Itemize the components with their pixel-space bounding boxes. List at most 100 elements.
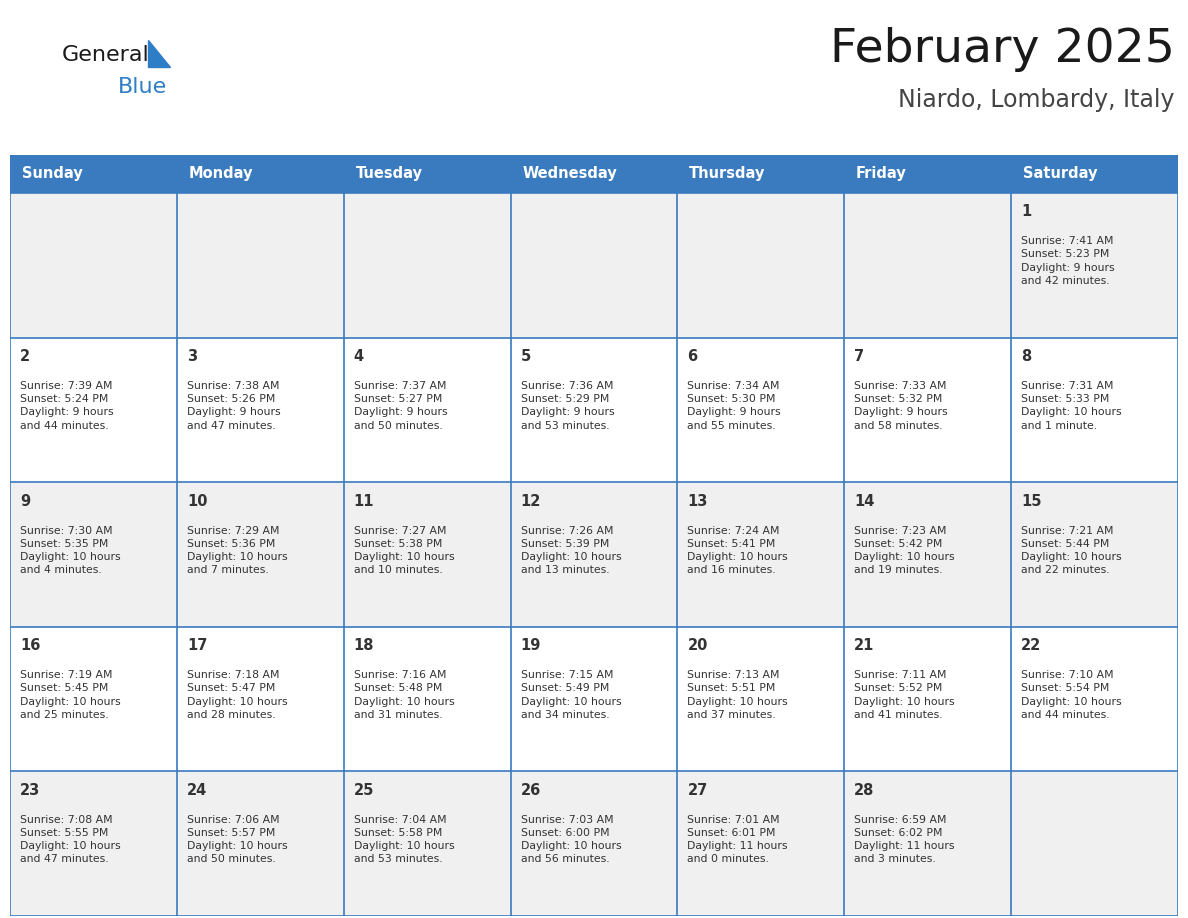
Bar: [1011, 193, 1178, 338]
Text: General: General: [62, 45, 150, 65]
Text: 27: 27: [688, 783, 708, 798]
Text: 26: 26: [520, 783, 541, 798]
Text: 7: 7: [854, 349, 865, 364]
Text: 21: 21: [854, 638, 874, 654]
Text: Sunrise: 7:03 AM
Sunset: 6:00 PM
Daylight: 10 hours
and 56 minutes.: Sunrise: 7:03 AM Sunset: 6:00 PM Dayligh…: [520, 815, 621, 865]
Bar: [10, 627, 177, 771]
Text: Sunrise: 7:29 AM
Sunset: 5:36 PM
Daylight: 10 hours
and 7 minutes.: Sunrise: 7:29 AM Sunset: 5:36 PM Dayligh…: [187, 525, 287, 575]
Bar: [177, 193, 343, 338]
Bar: [10, 193, 177, 338]
Text: Sunrise: 7:33 AM
Sunset: 5:32 PM
Daylight: 9 hours
and 58 minutes.: Sunrise: 7:33 AM Sunset: 5:32 PM Dayligh…: [854, 381, 948, 431]
Text: 23: 23: [20, 783, 40, 798]
Bar: [343, 338, 511, 482]
Text: Sunrise: 7:38 AM
Sunset: 5:26 PM
Daylight: 9 hours
and 47 minutes.: Sunrise: 7:38 AM Sunset: 5:26 PM Dayligh…: [187, 381, 280, 431]
Bar: [511, 627, 677, 771]
Bar: [177, 482, 343, 627]
Text: 22: 22: [1022, 638, 1042, 654]
Text: 10: 10: [187, 494, 208, 509]
Text: 16: 16: [20, 638, 40, 654]
Text: 19: 19: [520, 638, 541, 654]
Text: Saturday: Saturday: [1023, 166, 1098, 182]
Text: Tuesday: Tuesday: [355, 166, 423, 182]
Bar: [10, 155, 177, 193]
Bar: [177, 627, 343, 771]
Bar: [1011, 482, 1178, 627]
Polygon shape: [148, 40, 170, 67]
Text: 8: 8: [1022, 349, 1031, 364]
Bar: [343, 193, 511, 338]
Text: Sunrise: 7:27 AM
Sunset: 5:38 PM
Daylight: 10 hours
and 10 minutes.: Sunrise: 7:27 AM Sunset: 5:38 PM Dayligh…: [354, 525, 454, 575]
Text: Monday: Monday: [189, 166, 253, 182]
Bar: [177, 771, 343, 916]
Text: Sunrise: 7:37 AM
Sunset: 5:27 PM
Daylight: 9 hours
and 50 minutes.: Sunrise: 7:37 AM Sunset: 5:27 PM Dayligh…: [354, 381, 448, 431]
Text: 1: 1: [1022, 205, 1031, 219]
Text: Friday: Friday: [857, 166, 906, 182]
Bar: [1011, 338, 1178, 482]
Bar: [511, 193, 677, 338]
Bar: [511, 155, 677, 193]
Text: 24: 24: [187, 783, 207, 798]
Text: Sunrise: 7:06 AM
Sunset: 5:57 PM
Daylight: 10 hours
and 50 minutes.: Sunrise: 7:06 AM Sunset: 5:57 PM Dayligh…: [187, 815, 287, 865]
Bar: [845, 155, 1011, 193]
Text: Sunrise: 7:01 AM
Sunset: 6:01 PM
Daylight: 11 hours
and 0 minutes.: Sunrise: 7:01 AM Sunset: 6:01 PM Dayligh…: [688, 815, 788, 865]
Bar: [511, 338, 677, 482]
Text: 18: 18: [354, 638, 374, 654]
Text: Blue: Blue: [118, 77, 168, 97]
Text: 11: 11: [354, 494, 374, 509]
Text: Sunrise: 7:16 AM
Sunset: 5:48 PM
Daylight: 10 hours
and 31 minutes.: Sunrise: 7:16 AM Sunset: 5:48 PM Dayligh…: [354, 670, 454, 720]
Bar: [677, 771, 845, 916]
Text: Sunrise: 7:30 AM
Sunset: 5:35 PM
Daylight: 10 hours
and 4 minutes.: Sunrise: 7:30 AM Sunset: 5:35 PM Dayligh…: [20, 525, 121, 575]
Bar: [343, 627, 511, 771]
Text: February 2025: February 2025: [830, 28, 1175, 73]
Bar: [343, 482, 511, 627]
Text: 15: 15: [1022, 494, 1042, 509]
Bar: [1011, 627, 1178, 771]
Text: Sunday: Sunday: [21, 166, 82, 182]
Bar: [845, 627, 1011, 771]
Text: Sunrise: 7:10 AM
Sunset: 5:54 PM
Daylight: 10 hours
and 44 minutes.: Sunrise: 7:10 AM Sunset: 5:54 PM Dayligh…: [1022, 670, 1121, 720]
Text: 14: 14: [854, 494, 874, 509]
Text: Sunrise: 7:13 AM
Sunset: 5:51 PM
Daylight: 10 hours
and 37 minutes.: Sunrise: 7:13 AM Sunset: 5:51 PM Dayligh…: [688, 670, 788, 720]
Text: 3: 3: [187, 349, 197, 364]
Text: Sunrise: 7:08 AM
Sunset: 5:55 PM
Daylight: 10 hours
and 47 minutes.: Sunrise: 7:08 AM Sunset: 5:55 PM Dayligh…: [20, 815, 121, 865]
Bar: [1011, 155, 1178, 193]
Text: Sunrise: 7:04 AM
Sunset: 5:58 PM
Daylight: 10 hours
and 53 minutes.: Sunrise: 7:04 AM Sunset: 5:58 PM Dayligh…: [354, 815, 454, 865]
Bar: [845, 338, 1011, 482]
Text: Thursday: Thursday: [689, 166, 765, 182]
Text: Sunrise: 7:34 AM
Sunset: 5:30 PM
Daylight: 9 hours
and 55 minutes.: Sunrise: 7:34 AM Sunset: 5:30 PM Dayligh…: [688, 381, 781, 431]
Text: 20: 20: [688, 638, 708, 654]
Text: 2: 2: [20, 349, 30, 364]
Text: 12: 12: [520, 494, 541, 509]
Text: 6: 6: [688, 349, 697, 364]
Text: 4: 4: [354, 349, 364, 364]
Text: 9: 9: [20, 494, 30, 509]
Text: 13: 13: [688, 494, 708, 509]
Text: Sunrise: 7:31 AM
Sunset: 5:33 PM
Daylight: 10 hours
and 1 minute.: Sunrise: 7:31 AM Sunset: 5:33 PM Dayligh…: [1022, 381, 1121, 431]
Text: Sunrise: 7:19 AM
Sunset: 5:45 PM
Daylight: 10 hours
and 25 minutes.: Sunrise: 7:19 AM Sunset: 5:45 PM Dayligh…: [20, 670, 121, 720]
Bar: [177, 338, 343, 482]
Text: 28: 28: [854, 783, 874, 798]
Bar: [177, 155, 343, 193]
Bar: [511, 771, 677, 916]
Bar: [677, 338, 845, 482]
Bar: [1011, 771, 1178, 916]
Text: 25: 25: [354, 783, 374, 798]
Bar: [10, 482, 177, 627]
Text: Sunrise: 7:11 AM
Sunset: 5:52 PM
Daylight: 10 hours
and 41 minutes.: Sunrise: 7:11 AM Sunset: 5:52 PM Dayligh…: [854, 670, 955, 720]
Bar: [845, 482, 1011, 627]
Bar: [677, 193, 845, 338]
Bar: [677, 155, 845, 193]
Text: Sunrise: 7:15 AM
Sunset: 5:49 PM
Daylight: 10 hours
and 34 minutes.: Sunrise: 7:15 AM Sunset: 5:49 PM Dayligh…: [520, 670, 621, 720]
Text: Sunrise: 7:36 AM
Sunset: 5:29 PM
Daylight: 9 hours
and 53 minutes.: Sunrise: 7:36 AM Sunset: 5:29 PM Dayligh…: [520, 381, 614, 431]
Text: Sunrise: 7:26 AM
Sunset: 5:39 PM
Daylight: 10 hours
and 13 minutes.: Sunrise: 7:26 AM Sunset: 5:39 PM Dayligh…: [520, 525, 621, 575]
Text: Sunrise: 6:59 AM
Sunset: 6:02 PM
Daylight: 11 hours
and 3 minutes.: Sunrise: 6:59 AM Sunset: 6:02 PM Dayligh…: [854, 815, 955, 865]
Text: Sunrise: 7:41 AM
Sunset: 5:23 PM
Daylight: 9 hours
and 42 minutes.: Sunrise: 7:41 AM Sunset: 5:23 PM Dayligh…: [1022, 236, 1114, 285]
Text: Sunrise: 7:39 AM
Sunset: 5:24 PM
Daylight: 9 hours
and 44 minutes.: Sunrise: 7:39 AM Sunset: 5:24 PM Dayligh…: [20, 381, 114, 431]
Text: 17: 17: [187, 638, 207, 654]
Bar: [677, 482, 845, 627]
Text: 5: 5: [520, 349, 531, 364]
Text: Sunrise: 7:24 AM
Sunset: 5:41 PM
Daylight: 10 hours
and 16 minutes.: Sunrise: 7:24 AM Sunset: 5:41 PM Dayligh…: [688, 525, 788, 575]
Bar: [845, 193, 1011, 338]
Bar: [343, 771, 511, 916]
Bar: [10, 771, 177, 916]
